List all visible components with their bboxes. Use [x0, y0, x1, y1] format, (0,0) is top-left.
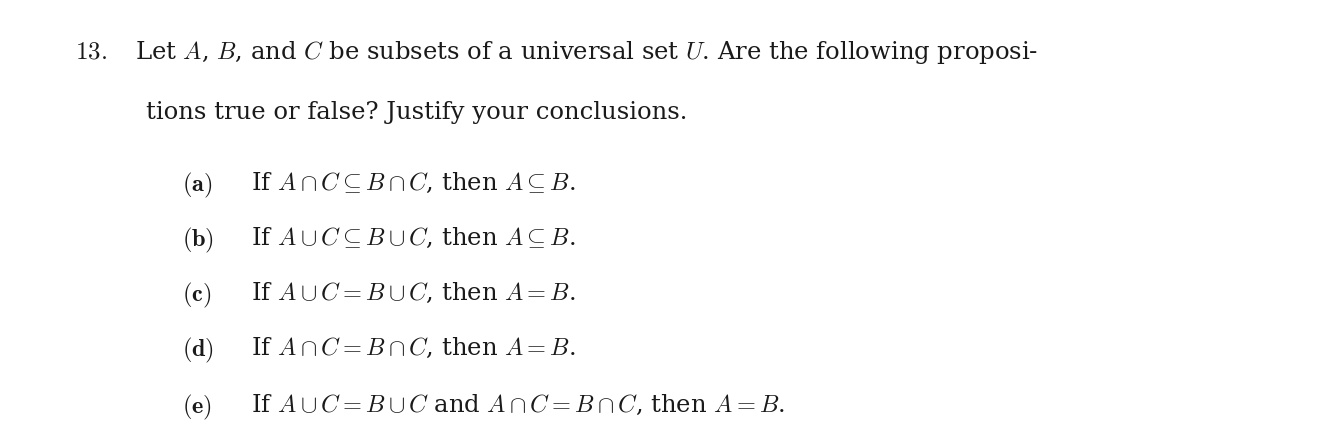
Text: $(\mathbf{a})$: $(\mathbf{a})$: [183, 171, 212, 200]
Text: If $A \cup C = B \cup C$, then $A = B$.: If $A \cup C = B \cup C$, then $A = B$.: [236, 280, 576, 304]
Text: If $A \cup C = B \cup C$ and $A \cap C = B \cap C$, then $A = B$.: If $A \cup C = B \cup C$ and $A \cap C =…: [236, 393, 785, 417]
Text: $(\mathbf{c})$: $(\mathbf{c})$: [183, 280, 212, 310]
Text: If $A \cup C \subseteq B \cup C$, then $A \subseteq B$.: If $A \cup C \subseteq B \cup C$, then $…: [236, 226, 576, 249]
Text: $(\mathbf{b})$: $(\mathbf{b})$: [183, 226, 215, 255]
Text: $\mathbf{13.}$: $\mathbf{13.}$: [75, 40, 107, 64]
Text: If $A \cap C = B \cap C$, then $A = B$.: If $A \cap C = B \cap C$, then $A = B$.: [236, 335, 576, 359]
Text: $(\mathbf{d})$: $(\mathbf{d})$: [183, 335, 215, 365]
Text: $(\mathbf{e})$: $(\mathbf{e})$: [183, 393, 212, 422]
Text: tions true or false? Justify your conclusions.: tions true or false? Justify your conclu…: [146, 101, 687, 124]
Text: Let $A$, $B$, and $C$ be subsets of a universal set $U$. Are the following propo: Let $A$, $B$, and $C$ be subsets of a un…: [136, 40, 1039, 67]
Text: If $A \cap C \subseteq B \cap C$, then $A \subseteq B$.: If $A \cap C \subseteq B \cap C$, then $…: [236, 171, 576, 195]
